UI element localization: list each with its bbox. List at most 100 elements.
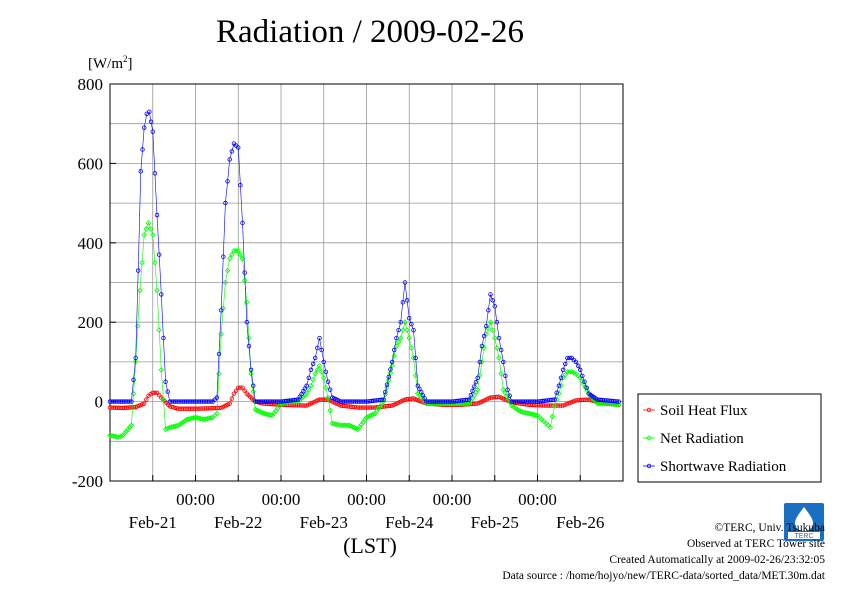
data-point <box>194 415 200 421</box>
data-point <box>400 300 406 305</box>
data-point <box>180 419 187 425</box>
data-point <box>494 320 500 325</box>
data-point <box>231 247 237 254</box>
data-point <box>149 232 156 238</box>
data-point <box>519 409 525 415</box>
data-point <box>156 252 162 257</box>
data-point <box>473 379 479 385</box>
data-point <box>489 327 496 333</box>
data-point <box>315 345 320 351</box>
data-point <box>306 375 311 380</box>
data-point <box>407 316 412 321</box>
data-point <box>331 421 337 427</box>
data-point <box>521 409 527 416</box>
terc-logo: TERC <box>784 503 824 546</box>
data-point <box>139 259 145 266</box>
data-point <box>226 255 233 262</box>
data-point <box>612 401 618 408</box>
data-point <box>162 426 169 433</box>
data-point <box>148 119 154 124</box>
data-point <box>197 415 204 422</box>
data-point <box>216 351 222 357</box>
data-point <box>616 399 621 404</box>
time-tick-label: 00:00 <box>433 490 472 509</box>
data-point <box>494 345 500 351</box>
legend-marker <box>646 435 652 441</box>
date-label: Feb-26 <box>556 513 604 532</box>
site-text: Observed at TERC Tower site <box>686 538 825 550</box>
data-point <box>389 359 395 365</box>
y-tick-label: -200 <box>72 472 103 491</box>
data-point <box>484 323 489 329</box>
data-point <box>261 410 267 417</box>
data-point <box>152 259 158 266</box>
data-point <box>218 331 224 337</box>
data-point <box>304 383 309 388</box>
data-point <box>554 390 559 395</box>
data-point <box>159 292 164 297</box>
data-point <box>214 395 220 400</box>
data-point <box>121 430 128 437</box>
data-point <box>468 393 474 398</box>
data-point <box>479 359 485 365</box>
data-point <box>154 287 160 294</box>
data-point <box>152 171 158 176</box>
data-point <box>563 361 568 367</box>
data-point <box>107 432 113 439</box>
data-point <box>208 399 214 404</box>
data-point <box>218 308 224 313</box>
data-point <box>231 391 237 396</box>
data-point <box>233 247 239 254</box>
data-point <box>336 422 342 428</box>
y-axis: 800 600 400 200 0 -200 <box>72 75 116 491</box>
data-point <box>115 434 122 441</box>
time-tick-label: 00:00 <box>518 490 557 509</box>
data-point <box>224 267 231 274</box>
data-point <box>475 375 480 380</box>
data-point <box>479 343 485 349</box>
data-point <box>242 270 247 275</box>
legend-marker <box>646 463 652 469</box>
x-axis: 00:00 00:00 00:00 00:00 00:00 Feb-21 Feb-22 Feb… <box>129 475 604 532</box>
data-point <box>236 145 241 150</box>
data-point <box>381 397 386 402</box>
source-text: Data source : /home/hojyo/new/TERC-data/… <box>502 570 825 582</box>
data-point <box>496 335 502 341</box>
data-point <box>248 371 254 377</box>
data-point <box>486 308 491 313</box>
data-point <box>227 401 232 406</box>
data-point <box>133 355 138 361</box>
data-point <box>470 388 475 394</box>
data-point <box>320 375 327 381</box>
data-point <box>235 247 242 254</box>
data-point <box>526 410 532 417</box>
data-point <box>522 409 529 416</box>
data-point <box>127 399 132 404</box>
data-point <box>487 319 494 325</box>
data-point <box>303 390 310 397</box>
y-tick-label: 800 <box>78 75 104 94</box>
data-point <box>490 298 495 303</box>
credits: ©TERC, Univ. Tsukuba Observed at TERC To… <box>502 520 825 584</box>
data-point <box>123 428 130 435</box>
data-point <box>120 432 126 439</box>
data-point <box>163 379 168 384</box>
data-point <box>549 413 556 420</box>
data-point <box>264 411 271 418</box>
data-point <box>606 401 613 407</box>
data-point <box>365 413 371 420</box>
data-point <box>517 408 524 415</box>
data-point <box>129 399 134 404</box>
data-point <box>387 370 394 376</box>
data-point <box>152 390 158 396</box>
data-point <box>564 369 571 375</box>
data-point <box>222 279 229 286</box>
data-point <box>404 298 410 303</box>
data-point <box>165 389 170 394</box>
data-point <box>179 420 185 426</box>
data-point <box>413 355 418 361</box>
data-point <box>216 371 222 377</box>
data-point <box>135 323 141 329</box>
data-point <box>402 280 408 285</box>
